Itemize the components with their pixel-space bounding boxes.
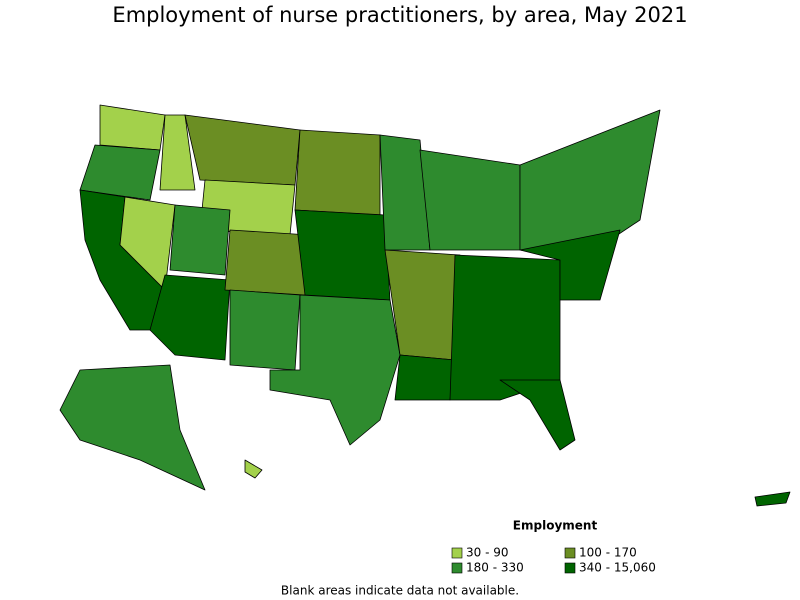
legend-title: Employment	[513, 519, 598, 533]
region	[754, 491, 791, 507]
region	[99, 104, 166, 151]
legend-label: 180 - 330	[466, 561, 524, 575]
region	[229, 289, 301, 371]
region	[224, 229, 311, 296]
region	[59, 364, 206, 491]
region	[169, 204, 231, 276]
region	[449, 254, 561, 401]
region	[294, 129, 381, 216]
region	[519, 229, 621, 301]
region	[499, 379, 576, 451]
us-map	[59, 104, 791, 507]
legend-swatch	[451, 547, 463, 559]
legend: 30 - 90 100 - 170 180 - 330 340 - 15,060	[451, 546, 656, 575]
legend-label: 340 - 15,060	[579, 561, 656, 575]
legend-label: 30 - 90	[466, 546, 509, 560]
legend-label: 100 - 170	[579, 546, 637, 560]
region	[79, 144, 161, 201]
footnote: Blank areas indicate data not available.	[281, 584, 519, 598]
legend-swatch	[451, 562, 463, 574]
region	[394, 354, 456, 401]
region	[184, 114, 301, 186]
region	[244, 459, 263, 479]
legend-swatch	[564, 562, 576, 574]
legend-swatch	[564, 547, 576, 559]
region	[149, 274, 231, 361]
region	[159, 114, 196, 191]
region	[419, 149, 521, 251]
region	[294, 209, 391, 301]
region	[269, 294, 401, 446]
map-title: Employment of nurse practitioners, by ar…	[112, 3, 687, 27]
